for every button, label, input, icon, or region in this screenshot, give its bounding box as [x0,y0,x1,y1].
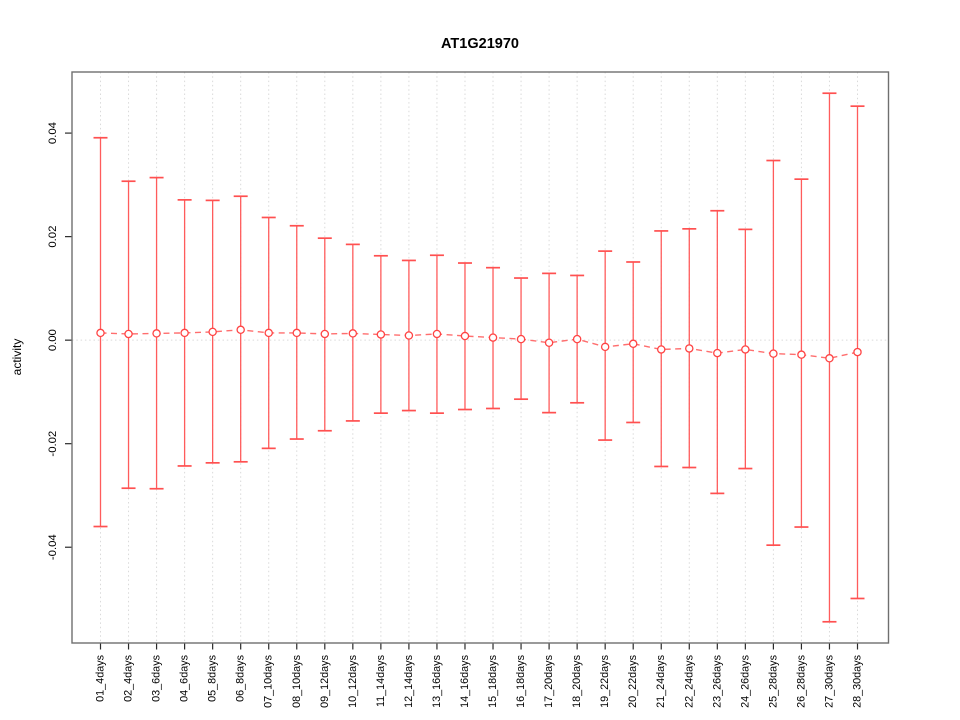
x-tick-label: 16_18days [515,654,527,707]
y-tick-label: -0.04 [47,534,59,560]
x-tick-label: 25_28days [767,654,779,707]
data-point [516,334,526,344]
x-tick-label: 14_16days [459,654,471,707]
data-point [180,328,189,338]
x-tick-label: 06_8days [235,654,247,701]
x-tick-label: 21_24days [655,654,667,707]
data-point [572,334,582,344]
x-tick-label: 23_26days [711,654,723,707]
data-point [853,347,862,357]
data-point [208,327,217,337]
data-point [348,329,358,338]
x-tick-label: 24_26days [739,654,751,707]
data-point [656,345,666,354]
data-point [713,348,722,358]
x-tick-label: 05_8days [207,654,219,701]
data-point [600,342,610,352]
x-tick-label: 07_10days [263,654,275,707]
data-point [292,328,302,338]
x-tick-label: 12_14days [403,654,415,707]
x-tick-label: 18_20days [571,654,583,707]
chart-title: AT1G21970 [441,36,519,52]
x-tick-label: 01_4days [95,654,107,701]
x-tick-label: 04_6days [179,654,191,701]
axes-group: 01_4days 02_4days 03_6days 04_6days 05_8days… [47,122,864,708]
data-point [460,331,470,341]
data-point [544,338,554,347]
x-tick-label: 20_22days [627,654,639,707]
data-point [769,349,778,358]
x-tick-label: 09_12days [319,654,331,707]
x-tick-label: 02_4days [123,654,135,701]
data-point [628,339,638,349]
x-tick-label: 17_20days [543,654,555,707]
data-point [432,329,442,339]
x-tick-label: 22_24days [683,654,695,707]
x-tick-label: 08_10days [291,654,303,707]
x-tick-label: 27_30days [823,654,835,707]
y-tick-label: 0.02 [47,226,59,248]
x-tick-label: 13_16days [431,654,443,707]
y-tick-label: -0.02 [47,431,59,457]
data-point [376,330,386,339]
data-point [124,329,133,339]
data-point [825,354,834,363]
data-point [236,325,245,335]
data-point [488,333,498,342]
x-tick-label: 03_6days [151,654,163,701]
y-tick-label: 0.00 [47,329,59,351]
x-tick-label: 10_12days [347,654,359,707]
x-tick-label: 15_18days [487,654,499,707]
data-point [685,344,694,353]
x-tick-label: 28_30days [852,654,864,707]
data-point [404,331,414,340]
data-point [96,328,105,338]
x-tick-label: 26_28days [795,654,807,707]
y-axis-title: activity [10,339,24,376]
data-point [264,328,273,338]
error-bar-series-group [93,92,865,623]
data-point [152,329,161,338]
data-point [741,345,750,354]
plot-border [71,71,890,644]
gridlines-group [72,72,889,643]
data-point [797,350,806,359]
series-dashed-line [100,329,858,359]
data-point [320,329,330,339]
x-tick-label: 11_14days [375,654,387,707]
x-tick-label: 19_22days [599,654,611,707]
y-tick-label: 0.04 [47,122,59,144]
